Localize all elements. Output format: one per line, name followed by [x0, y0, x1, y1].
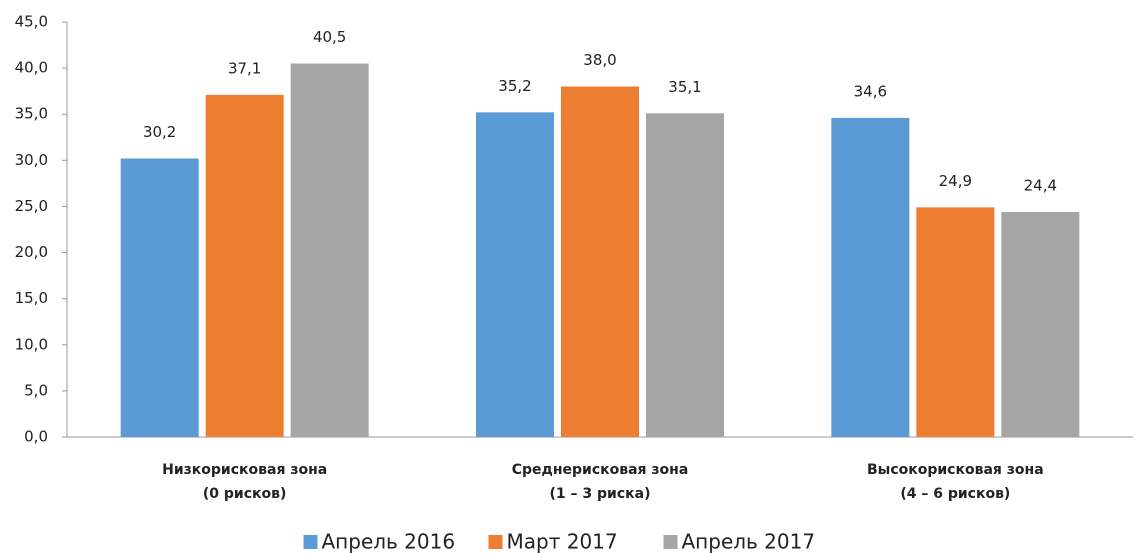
bar: [916, 207, 995, 437]
y-tick-label: 45,0: [15, 13, 48, 31]
bar: [205, 94, 284, 437]
x-tick-label: (1 – 3 риска): [550, 486, 651, 502]
bar: [1001, 211, 1080, 437]
bar: [120, 158, 199, 437]
legend-swatch: [303, 535, 318, 549]
data-label: 24,9: [939, 172, 972, 190]
data-label: 40,5: [313, 28, 346, 46]
x-tick-label: (0 рисков): [203, 486, 287, 502]
bar: [831, 117, 910, 438]
x-tick-label: Низкорисковая зона: [162, 462, 327, 478]
data-label: 35,1: [668, 78, 701, 96]
legend-label: Апрель 2016: [322, 530, 456, 553]
x-tick-label: Среднерисковая зона: [512, 462, 689, 478]
y-tick-label: 35,0: [15, 105, 48, 123]
bar: [561, 86, 639, 438]
bar: [476, 112, 554, 437]
y-tick-label: 30,0: [15, 151, 48, 169]
y-tick-label: 40,0: [15, 59, 48, 77]
data-label: 37,1: [228, 59, 261, 77]
legend-swatch: [488, 535, 503, 549]
bar: [646, 113, 724, 438]
y-tick-label: 10,0: [15, 335, 48, 353]
data-label: 34,6: [854, 82, 887, 100]
data-label: 35,2: [498, 77, 531, 95]
data-label: 24,4: [1024, 176, 1057, 194]
y-tick-label: 15,0: [15, 289, 48, 307]
y-tick-label: 20,0: [15, 243, 48, 261]
legend-label: Март 2017: [507, 530, 618, 553]
data-label: 38,0: [583, 51, 616, 69]
legend-label: Апрель 2017: [682, 530, 816, 553]
y-tick-label: 25,0: [15, 197, 48, 215]
bar: [290, 63, 369, 437]
y-tick-label: 5,0: [24, 381, 48, 399]
x-tick-label: Высокорисковая зона: [867, 462, 1044, 478]
data-label: 30,2: [143, 123, 176, 141]
legend-swatch: [663, 535, 678, 549]
x-tick-label: (4 – 6 рисков): [900, 486, 1010, 502]
y-tick-label: 0,0: [24, 428, 48, 446]
